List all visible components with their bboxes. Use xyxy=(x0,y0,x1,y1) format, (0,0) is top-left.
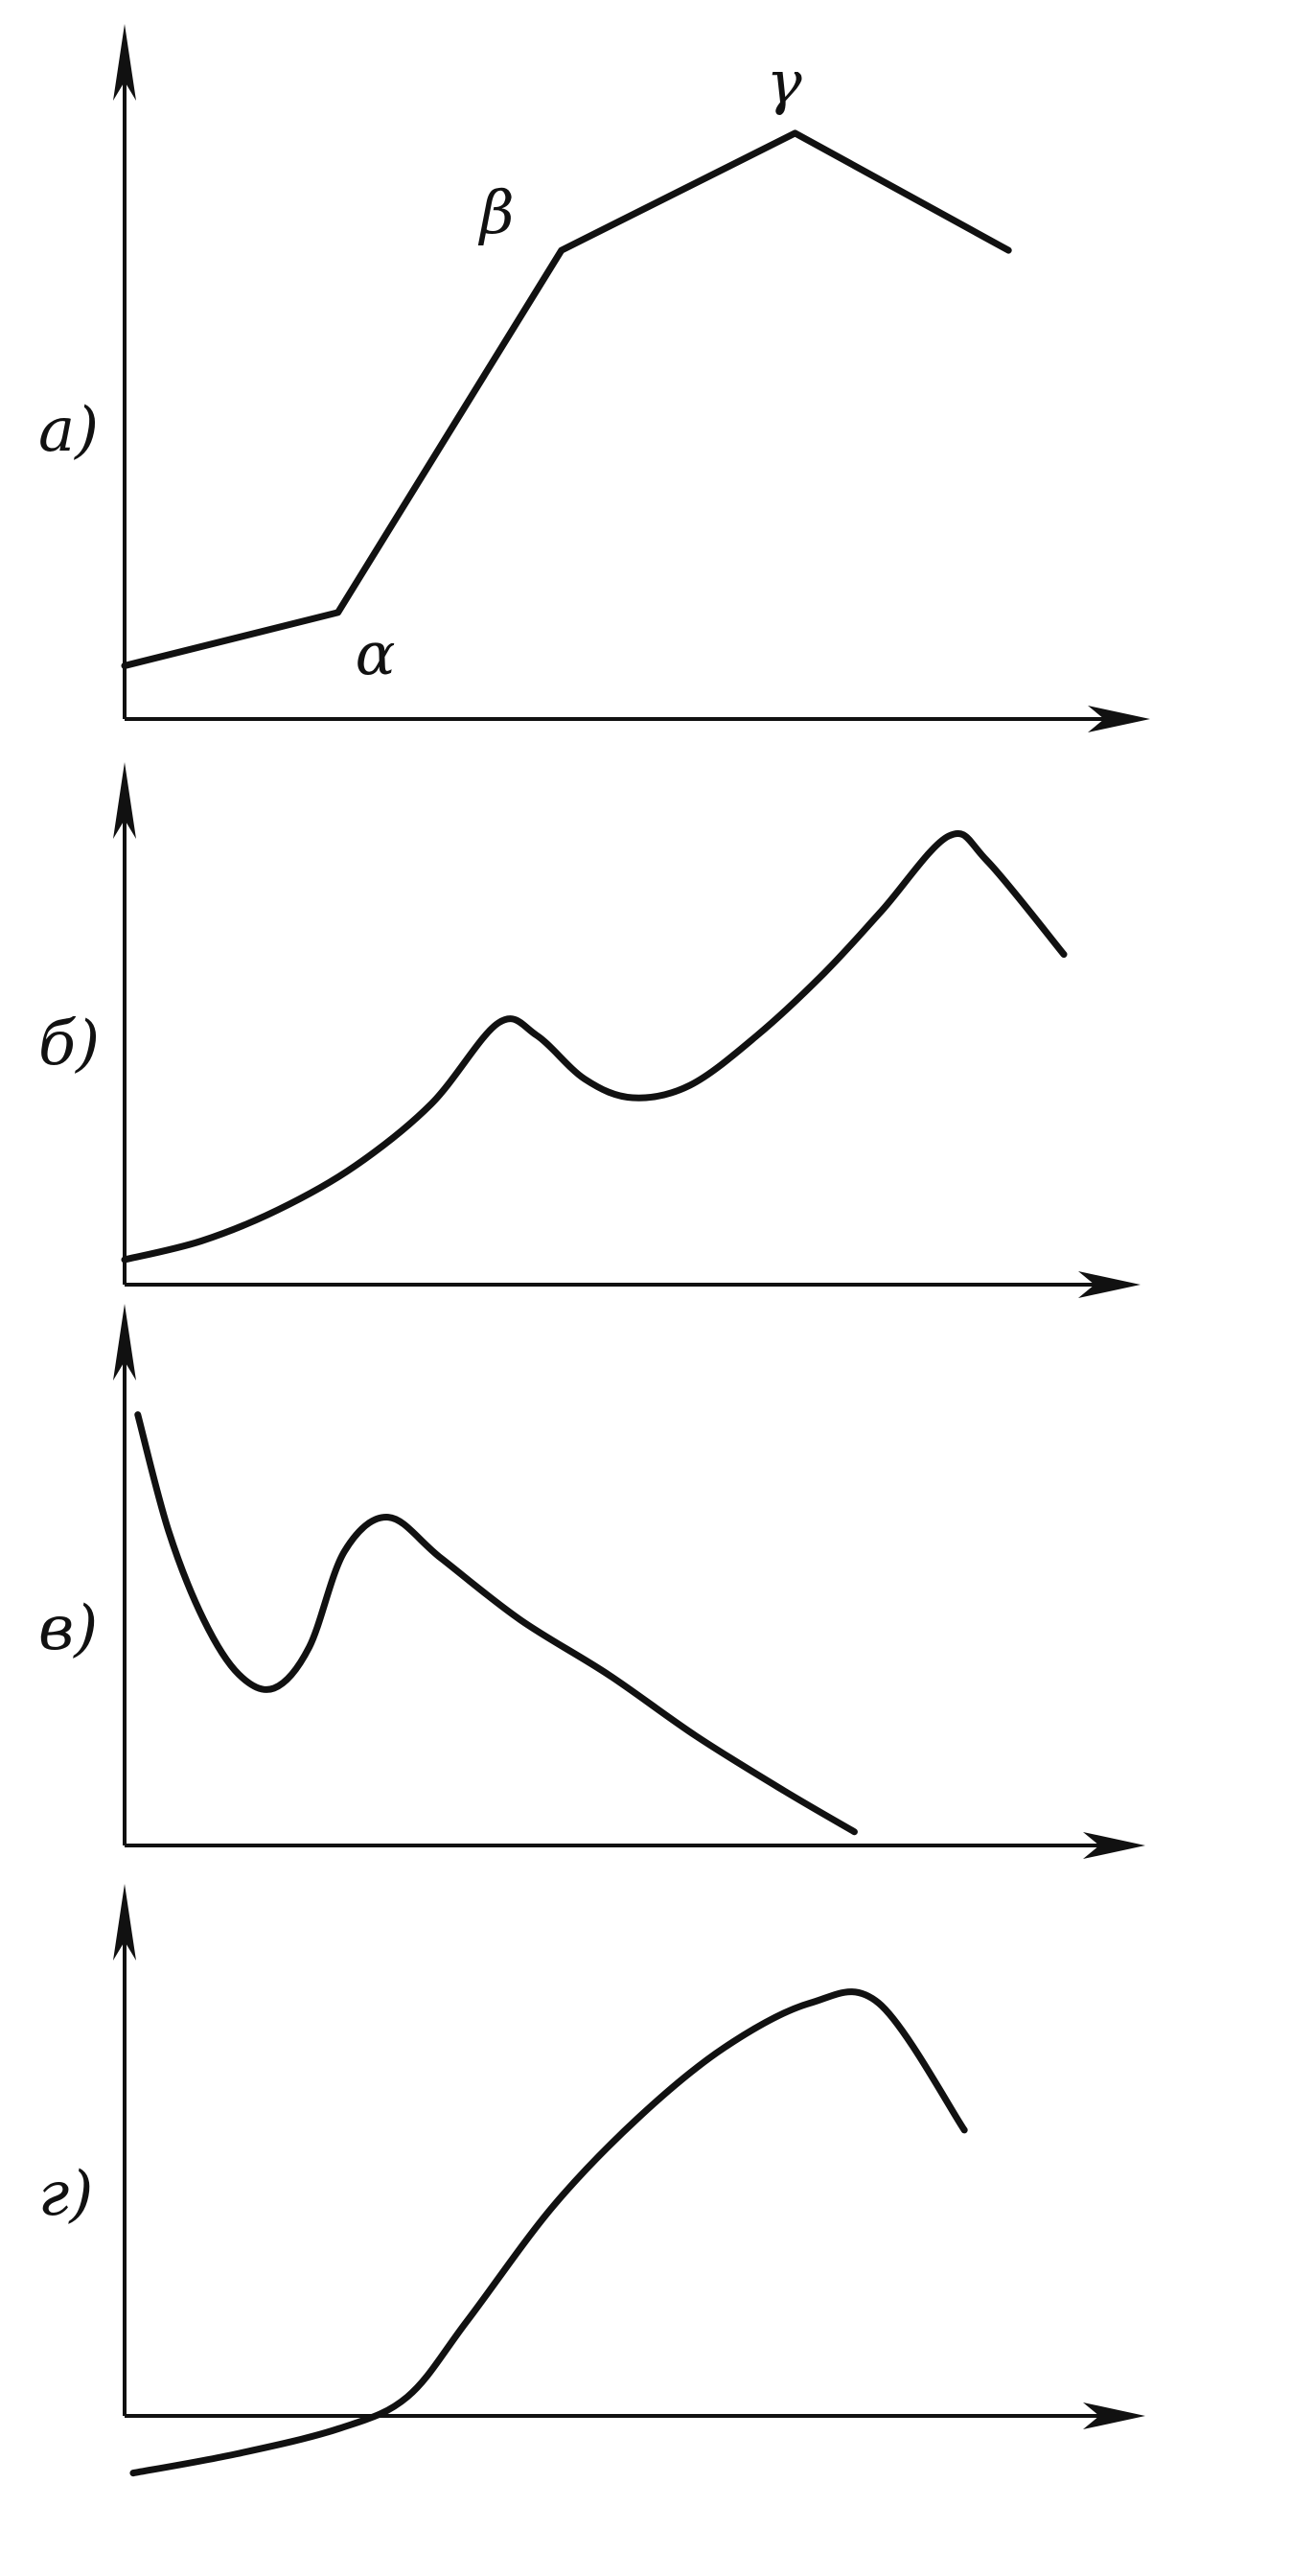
y-axis-arrow-a xyxy=(113,24,136,101)
panel-b: б) xyxy=(38,762,1141,1298)
x-axis-arrow-c xyxy=(1083,1832,1145,1859)
panel-c: в) xyxy=(38,1304,1145,1859)
y-axis-arrow-d xyxy=(113,1884,136,1961)
panel-label-a: а) xyxy=(38,395,99,466)
point-label-a-1: β xyxy=(478,177,515,247)
panel-label-c: в) xyxy=(38,1593,98,1664)
panel-label-d: г) xyxy=(38,2159,93,2230)
series-line-b xyxy=(121,830,1068,1264)
y-axis-arrow-c xyxy=(113,1304,136,1381)
panel-a: а) α β γ xyxy=(38,24,1150,732)
panel-d: г) xyxy=(38,1884,1145,2477)
point-label-a-0: α xyxy=(356,618,396,688)
series-line-a xyxy=(121,129,1012,669)
series-line-d xyxy=(129,1988,968,2477)
point-label-a-2: γ xyxy=(767,47,803,117)
x-axis-arrow-d xyxy=(1083,2402,1145,2429)
x-axis-arrow-b xyxy=(1078,1271,1141,1298)
series-line-c xyxy=(134,1411,858,1836)
x-axis-arrow-a xyxy=(1088,706,1150,732)
y-axis-arrow-b xyxy=(113,762,136,839)
panel-label-b: б) xyxy=(38,1009,100,1079)
